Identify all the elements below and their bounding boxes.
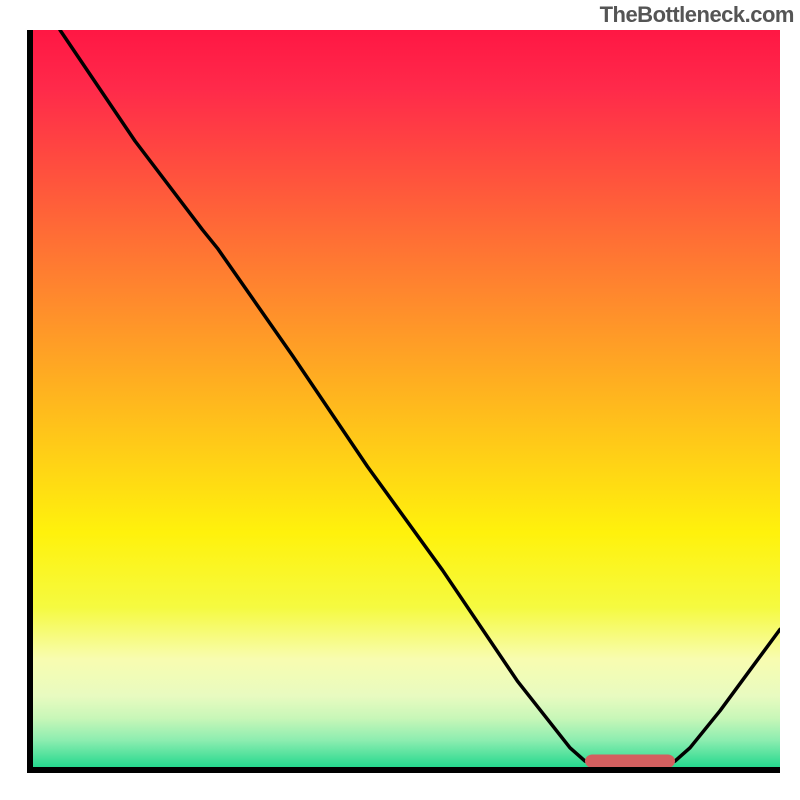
plot-background — [30, 30, 780, 770]
optimal-range-marker — [585, 754, 675, 767]
bottleneck-chart — [0, 0, 800, 800]
chart-container: TheBottleneck.com — [0, 0, 800, 800]
watermark-text: TheBottleneck.com — [600, 2, 794, 28]
